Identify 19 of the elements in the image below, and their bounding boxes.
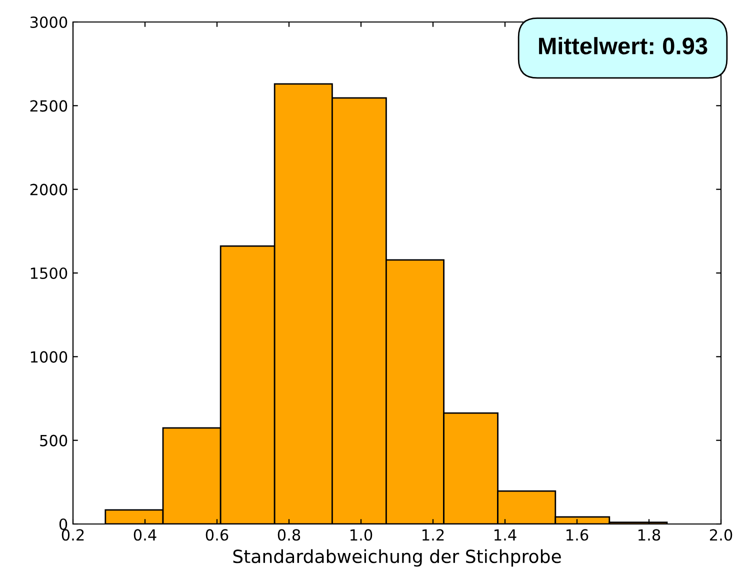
x-tick-label: 1.2 [422,529,444,540]
x-tick-label: 0.4 [134,529,156,541]
y-tick-label: 2500 [30,100,68,112]
x-tick-label: 0.6 [206,529,228,541]
y-tick-label: 500 [40,434,68,446]
x-axis-title: Standardabweichung der Stichprobe [233,549,561,567]
x-tick-label: 1.8 [638,529,660,541]
annotation: Mittelwert: 0.93 [539,37,708,54]
y-tick-label: 2000 [30,184,68,196]
x-tick-label: 1.0 [350,529,372,541]
x-tick-label: 2.0 [710,529,732,541]
y-tick-label: 1000 [30,351,68,363]
x-tick-label: 1.6 [566,529,588,541]
x-tick-label: 1.4 [494,529,516,540]
y-tick-label: 3000 [30,16,68,28]
y-tick-label: 0 [59,518,68,530]
x-tick-label: 0.8 [278,529,300,541]
x-tick-label: 0.2 [62,529,84,541]
y-tick-label: 1500 [30,267,68,280]
